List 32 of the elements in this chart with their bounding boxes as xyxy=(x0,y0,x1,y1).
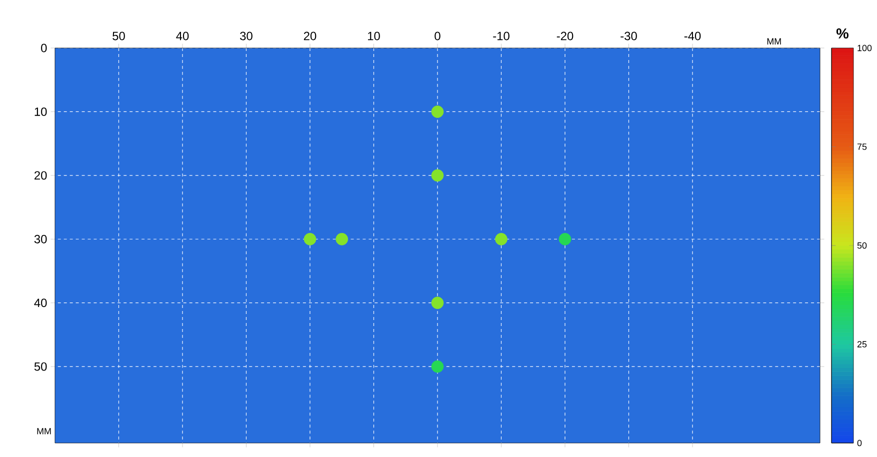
color-bar-label: 100 xyxy=(858,44,872,52)
x-tick-label: 20 xyxy=(304,32,316,40)
x-tick-label: -20 xyxy=(556,32,574,40)
point xyxy=(336,232,348,246)
y-tick-label: 0 xyxy=(41,44,47,52)
y-tick-label: 50 xyxy=(34,362,47,371)
point xyxy=(495,232,508,246)
y-tick-label: 10 xyxy=(34,107,47,116)
point xyxy=(431,106,444,118)
y-tick-label: 20 xyxy=(34,171,47,180)
color-bar-label: 25 xyxy=(857,341,867,348)
color-bar-label: 50 xyxy=(857,242,867,249)
x-tick-label: 30 xyxy=(240,32,252,40)
color-bar-label: 75 xyxy=(857,144,867,150)
x-tick-label: 50 xyxy=(112,32,125,40)
color-bar-label: 0 xyxy=(857,440,862,446)
x-tick-label: -40 xyxy=(684,32,701,40)
x-tick-label: 40 xyxy=(176,32,189,40)
point xyxy=(304,232,316,246)
point xyxy=(431,169,444,182)
color-bar-title: % xyxy=(836,28,848,38)
y-axis-title: MM xyxy=(37,428,51,434)
y-tick-label: 40 xyxy=(34,298,47,308)
point xyxy=(431,296,444,310)
x-tick-label: -10 xyxy=(493,32,510,40)
point xyxy=(431,360,444,373)
x-tick-label: 10 xyxy=(368,32,380,40)
x-axis-title: MM xyxy=(767,38,781,44)
x-tick-label: -30 xyxy=(620,32,637,40)
x-tick-label: 0 xyxy=(434,32,440,40)
point xyxy=(558,232,572,246)
y-tick-label: 30 xyxy=(34,234,47,244)
